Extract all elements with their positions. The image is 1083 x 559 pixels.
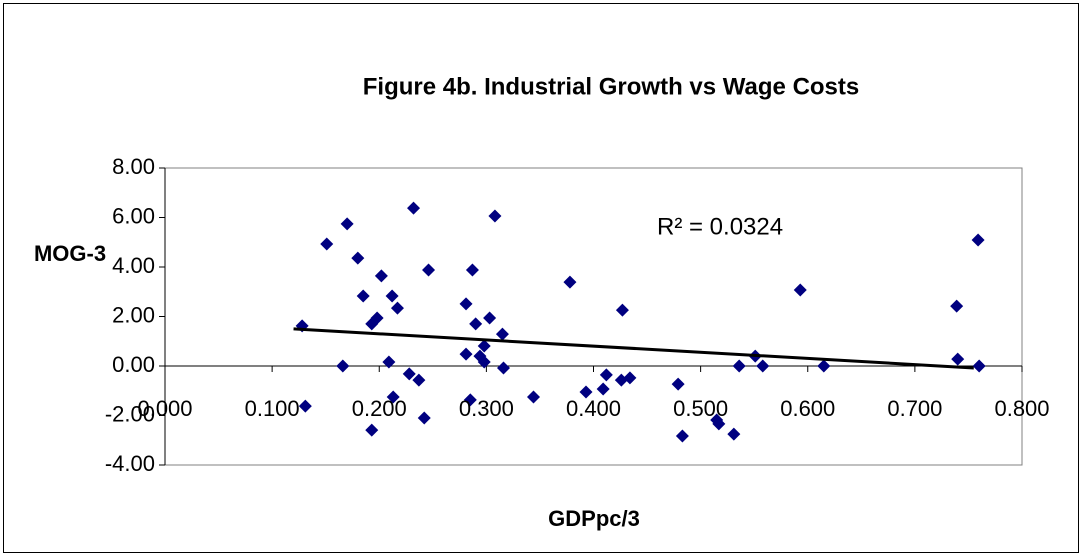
x-axis-label: GDPpc/3 <box>548 506 640 531</box>
y-tick-label: 4.00 <box>112 253 155 278</box>
x-tick-label: 0.700 <box>887 396 942 421</box>
point <box>382 355 396 369</box>
y-tick-label: 6.00 <box>112 203 155 228</box>
point <box>465 263 479 277</box>
point <box>950 299 964 313</box>
point <box>459 297 473 311</box>
point <box>563 275 577 289</box>
point <box>459 347 473 361</box>
y-tick-label: 0.00 <box>112 352 155 377</box>
point <box>422 263 436 277</box>
point <box>972 359 986 373</box>
point <box>817 359 831 373</box>
point <box>351 251 365 265</box>
point <box>527 390 541 404</box>
point <box>599 368 613 382</box>
y-tick-label: 2.00 <box>112 302 155 327</box>
point <box>732 359 746 373</box>
point <box>340 217 354 231</box>
point <box>483 311 497 325</box>
point <box>320 237 334 251</box>
y-tick-label: -4.00 <box>105 451 155 476</box>
point <box>671 377 685 391</box>
point <box>579 385 593 399</box>
point <box>727 427 741 441</box>
point <box>675 429 689 443</box>
point <box>386 390 400 404</box>
x-tick-label: 0.600 <box>780 396 835 421</box>
point <box>412 373 426 387</box>
point <box>623 371 637 385</box>
point <box>370 311 384 325</box>
point <box>298 399 312 413</box>
point <box>793 283 807 297</box>
trendline <box>293 327 974 370</box>
x-tick-label: 0.800 <box>994 396 1049 421</box>
point <box>497 361 511 375</box>
point <box>756 359 770 373</box>
point <box>463 393 477 407</box>
annotation: R² = 0.0324 <box>657 213 783 240</box>
chart-title: Figure 4b. Industrial Growth vs Wage Cos… <box>363 73 860 100</box>
point <box>356 289 370 303</box>
point <box>477 355 491 369</box>
point <box>407 201 421 215</box>
point <box>402 367 416 381</box>
x-tick-label: 0.300 <box>459 396 514 421</box>
x-tick-label: 0.000 <box>137 396 192 421</box>
point <box>971 233 985 247</box>
y-tick-label: -2.00 <box>105 401 155 426</box>
point <box>385 289 399 303</box>
point <box>488 209 502 223</box>
y-tick-label: 8.00 <box>112 154 155 179</box>
point <box>336 359 350 373</box>
point <box>951 352 965 366</box>
x-tick-label: 0.200 <box>352 396 407 421</box>
point <box>596 382 610 396</box>
point <box>365 423 379 437</box>
plot-area <box>164 167 1023 466</box>
y-axis-label: MOG-3 <box>34 241 106 266</box>
x-tick-label: 0.100 <box>245 396 300 421</box>
point <box>469 317 483 331</box>
point <box>615 303 629 317</box>
point <box>712 417 726 431</box>
point <box>390 301 404 315</box>
point <box>374 269 388 283</box>
x-tick-label: 0.500 <box>673 396 728 421</box>
x-tick-label: 0.400 <box>566 396 621 421</box>
point <box>417 411 431 425</box>
point <box>477 339 491 353</box>
point <box>495 327 509 341</box>
